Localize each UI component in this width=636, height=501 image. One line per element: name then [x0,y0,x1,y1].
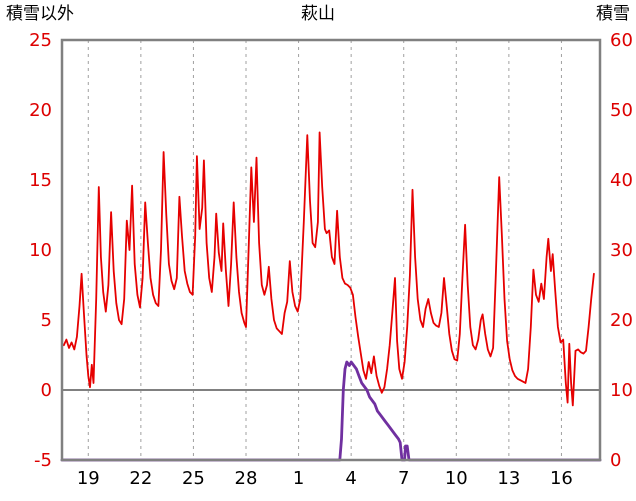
left-axis-tick-label: 10 [29,240,52,261]
x-axis-tick-label: 13 [497,468,520,489]
chart-title: 萩山 [301,4,335,24]
x-axis-tick-label: 10 [445,468,468,489]
right-axis-tick-label: 60 [610,30,633,51]
left-axis-tick-label: 0 [41,380,52,401]
x-axis-tick-label: 19 [77,468,100,489]
right-axis-tick-label: 10 [610,380,633,401]
left-axis-tick-label: 5 [41,310,52,331]
x-axis-tick-label: 22 [129,468,152,489]
left-axis-tick-label: 20 [29,100,52,121]
right-axis-tick-label: 40 [610,170,633,191]
left-axis-tick-label: -5 [34,450,52,471]
left-axis-title: 積雪以外 [6,4,74,24]
x-axis-tick-label: 4 [345,468,356,489]
right-axis-tick-label: 30 [610,240,633,261]
left-axis-tick-label: 15 [29,170,52,191]
x-axis-tick-label: 7 [398,468,409,489]
right-axis-tick-label: 0 [610,450,621,471]
x-axis-tick-label: 25 [182,468,205,489]
x-axis-tick-label: 16 [550,468,573,489]
right-axis-title: 積雪 [596,4,630,24]
x-axis-tick-label: 1 [293,468,304,489]
x-axis-tick-label: 28 [235,468,258,489]
left-axis-tick-label: 25 [29,30,52,51]
right-axis-tick-label: 20 [610,310,633,331]
right-axis-tick-label: 50 [610,100,633,121]
plot-border [60,38,602,462]
non-snow-series-line [62,131,595,407]
snow-depth-series-line [60,360,602,462]
